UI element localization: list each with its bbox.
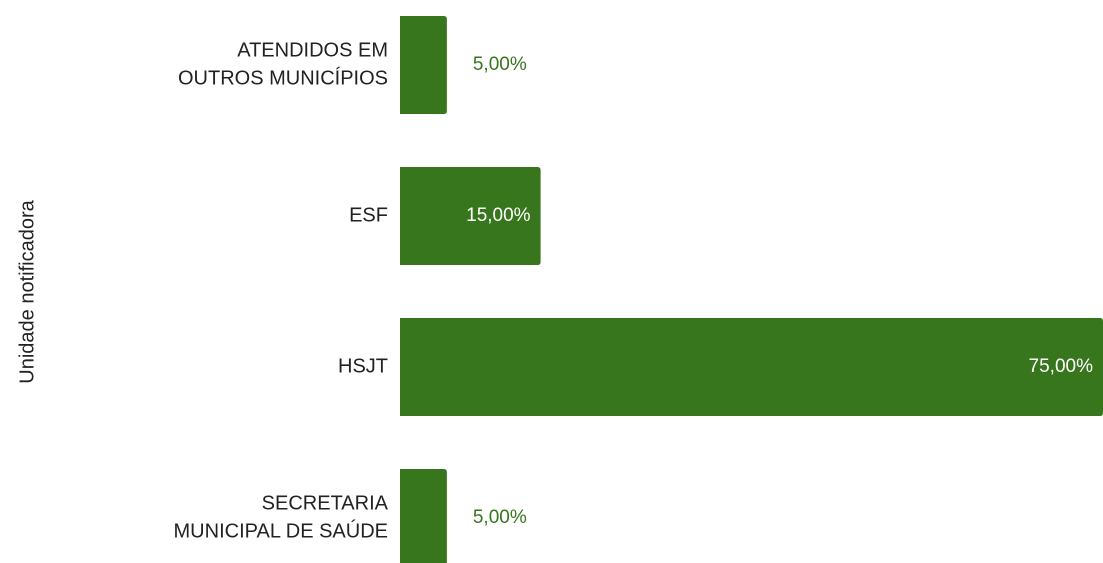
category-label: HSJT [338,355,388,377]
category-label: ATENDIDOS EM [237,39,388,61]
bar [400,318,1103,416]
value-label: 75,00% [1029,356,1094,377]
category-label: SECRETARIA [262,492,389,514]
bar [400,16,447,114]
value-label: 5,00% [473,507,527,528]
value-label: 5,00% [473,54,527,75]
bar [400,167,541,265]
category-label: ESF [349,204,388,226]
category-label: MUNICIPAL DE SAÚDE [174,519,388,542]
bar [400,469,447,563]
category-label: OUTROS MUNICÍPIOS [178,66,388,89]
y-axis-label: Unidade notificadora [16,199,38,383]
value-label: 15,00% [466,205,531,226]
